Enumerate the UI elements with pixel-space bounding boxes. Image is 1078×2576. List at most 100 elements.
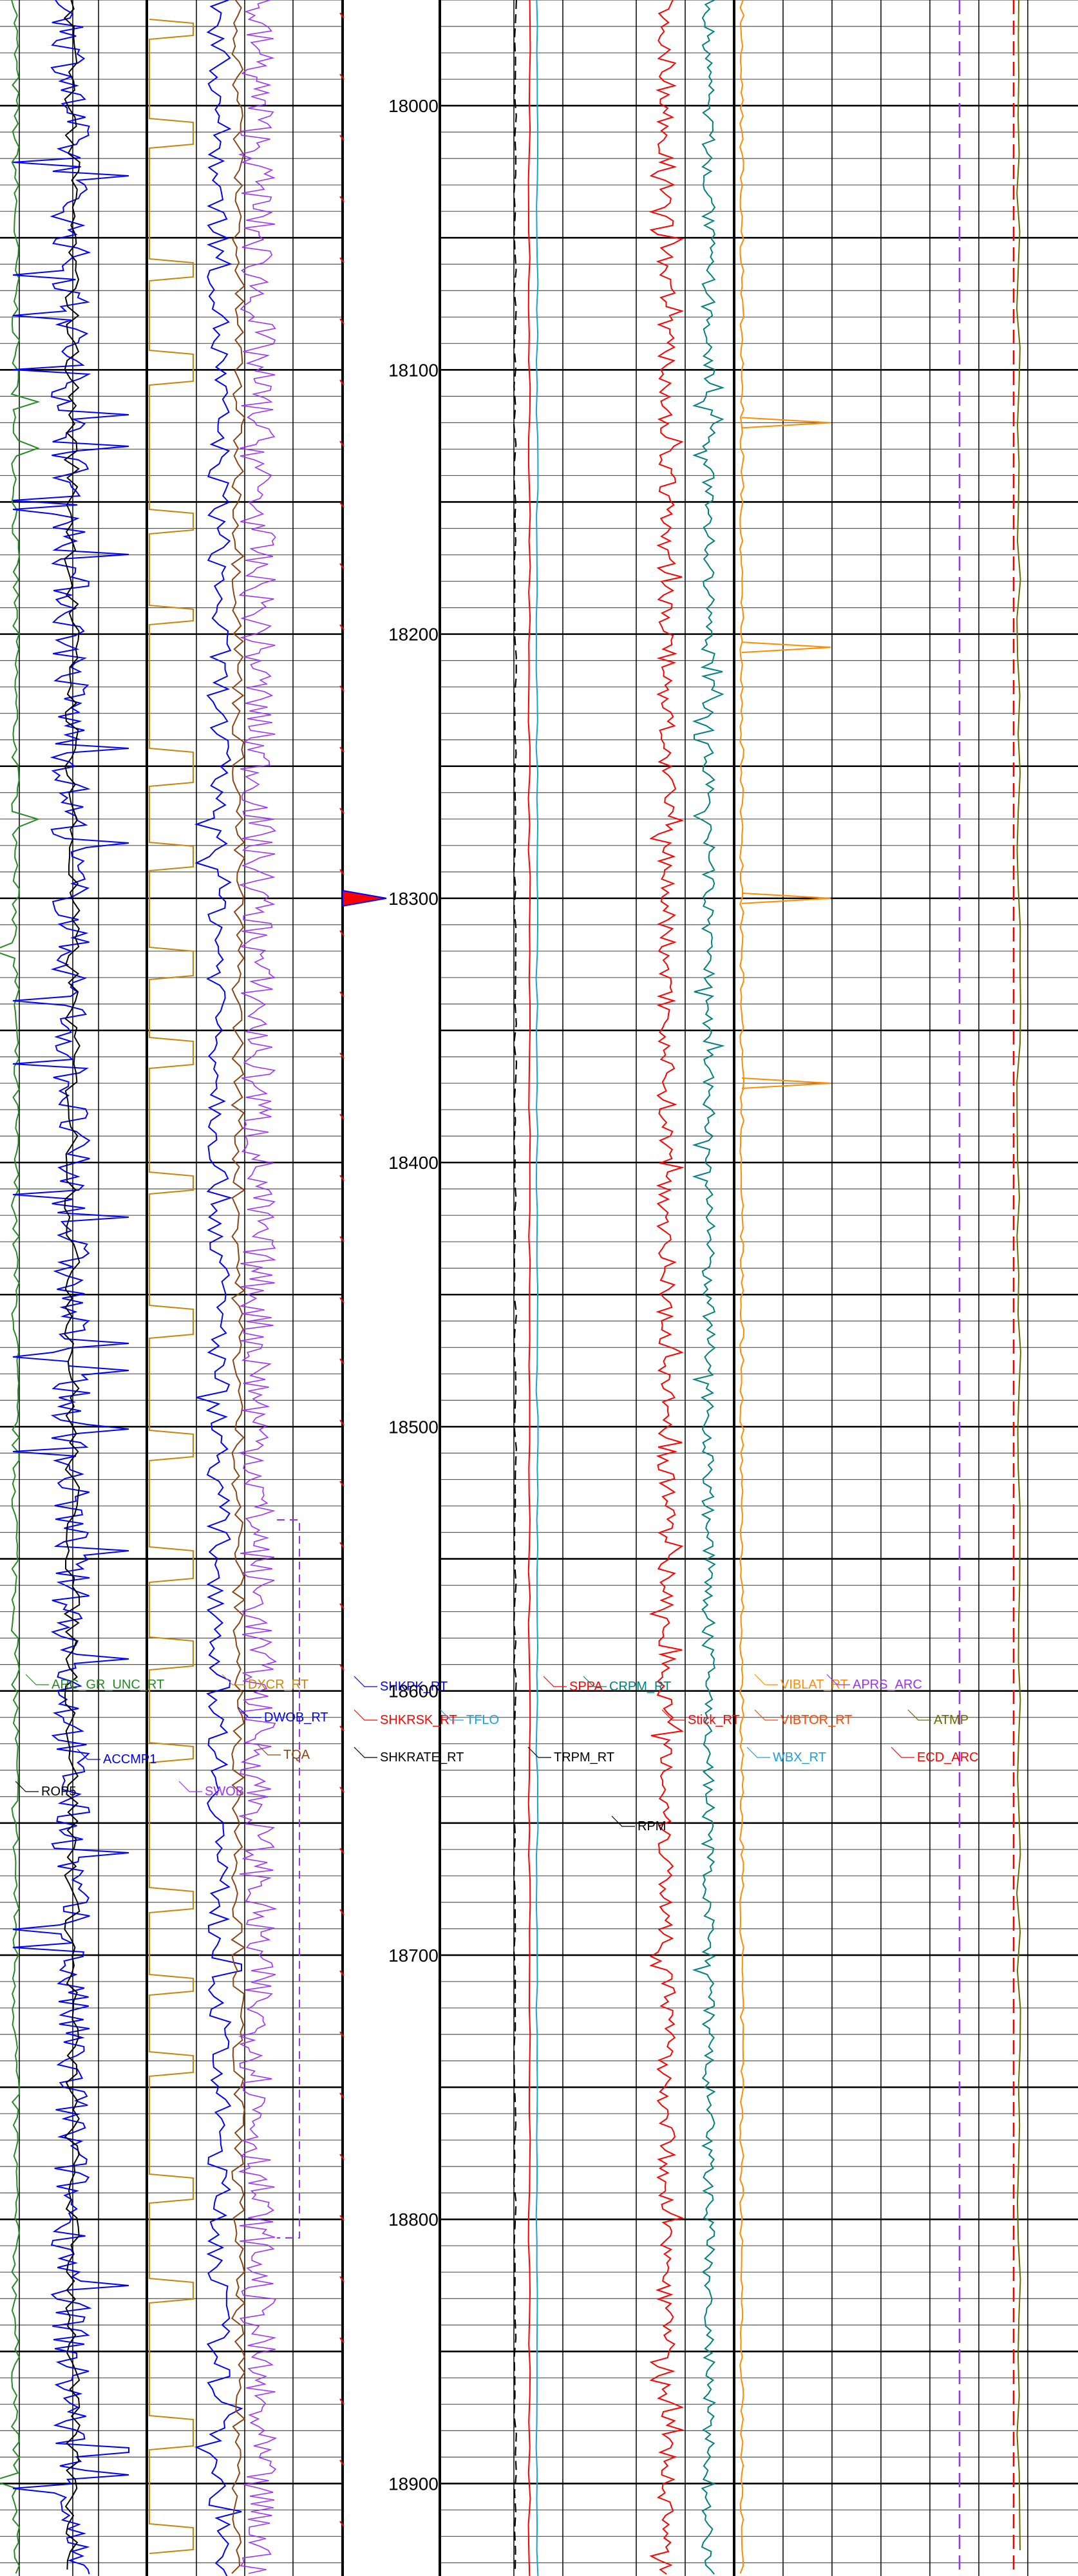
- depth-tick-label: 18100: [388, 360, 439, 380]
- curve-name-label: ACCMP1: [103, 1752, 156, 1766]
- depth-tick-mark: [339, 73, 345, 80]
- curves: [0, 0, 1021, 2576]
- vibration-spike: [741, 892, 831, 904]
- stick-curve: [648, 0, 685, 2575]
- label-pointer: [222, 1674, 245, 1685]
- label-pointer: [354, 1709, 377, 1721]
- depth-tick-label: 18000: [388, 96, 439, 116]
- depth-tick-mark: [339, 135, 345, 141]
- curve-name-label: WBX_RT: [773, 1750, 826, 1765]
- depth-tick-mark: [339, 1725, 345, 1732]
- depth-tick-mark: [339, 440, 345, 447]
- depth-tick-label: 18400: [388, 1153, 439, 1173]
- curve-name-label: TQA: [283, 1748, 310, 1762]
- depth-tick-mark: [339, 1664, 345, 1671]
- curve-name-label: ARC_GR_UNC_RT: [52, 1678, 164, 1692]
- depth-tick-label: 18600: [388, 1681, 439, 1701]
- depth-tick-mark: [339, 2398, 345, 2405]
- depth-tick-mark: [339, 1909, 345, 1915]
- label-pointer: [354, 1676, 377, 1687]
- depth-tick-mark: [339, 1297, 345, 1303]
- shock-spike: [342, 889, 387, 907]
- depth-tick-mark: [339, 991, 345, 998]
- gamma-ray-curve: [0, 0, 41, 2574]
- depth-tick-mark: [339, 1175, 345, 1181]
- vibration-spike: [741, 1077, 831, 1090]
- label-pointer: [354, 1747, 377, 1758]
- trpm-curve: [513, 0, 518, 2570]
- depth-tick-mark: [339, 808, 345, 814]
- curve-name-label: VIBLAT_RT: [780, 1678, 848, 1692]
- depth-axis: 18000 18100 18200 18300 18400 18500 18600 18700…: [388, 96, 439, 2494]
- depth-tick-mark: [339, 502, 345, 508]
- depth-tick-mark: [339, 2337, 345, 2344]
- depth-tick-mark: [339, 746, 345, 753]
- label-pointer: [583, 1676, 607, 1687]
- rop-avg-curve: [63, 0, 80, 2570]
- curve-name-label: TFLO: [466, 1713, 499, 1727]
- curve-name-label: SPPA: [569, 1680, 603, 1694]
- label-pointer: [891, 1747, 914, 1758]
- crpm-curve: [692, 0, 725, 2575]
- vibration-spike: [741, 417, 831, 429]
- depth-tick-label: 18700: [388, 1946, 439, 1965]
- label-pointer: [25, 1674, 49, 1685]
- label-pointer: [661, 1709, 685, 1721]
- depth-tick-mark: [339, 930, 345, 936]
- curve-name-label: SHKRSK_RT: [380, 1713, 457, 1727]
- depth-tick-mark: [339, 1848, 345, 1854]
- curve-name-label: ROP5: [41, 1785, 76, 1799]
- label-pointer: [527, 1747, 551, 1758]
- curve-labels: ARC_GR_UNC_RT ACCMP1 ROP5 DXCR_RT DWOB_RT TQA…: [15, 1674, 979, 1833]
- depth-tick-mark: [339, 1542, 345, 1548]
- depth-tick-mark: [339, 1786, 345, 1793]
- depth-tick-mark: [339, 563, 345, 569]
- depth-tick-mark: [339, 2459, 345, 2466]
- label-pointer: [907, 1709, 931, 1721]
- curve-name-label: SHKRATE_RT: [380, 1750, 464, 1765]
- depth-tick-mark: [339, 196, 345, 202]
- label-pointer: [440, 1709, 464, 1721]
- curve-name-label: SHKPK_RT: [380, 1680, 448, 1694]
- depth-tick-mark: [339, 1052, 345, 1059]
- dwob-curve: [194, 0, 243, 2576]
- depth-tick-mark: [339, 1603, 345, 1609]
- depth-tick-mark: [339, 685, 345, 692]
- swob-curve: [238, 0, 278, 2574]
- label-pointer: [611, 1815, 635, 1827]
- depth-tick-mark: [339, 1970, 345, 1976]
- curve-name-label: TRPM_RT: [554, 1750, 614, 1765]
- label-pointer: [754, 1674, 778, 1685]
- curve-name-label: ATMP: [934, 1713, 969, 1727]
- curve-name-label: APRS_ARC: [853, 1678, 922, 1692]
- label-pointer: [257, 1744, 281, 1756]
- curve-name-label: SWOB: [205, 1785, 244, 1799]
- depth-tick-mark: [339, 257, 345, 263]
- depth-tick-mark: [339, 1481, 345, 1487]
- atmp-curve: [1016, 0, 1021, 2551]
- label-pointer: [15, 1781, 39, 1792]
- depth-tick-mark: [339, 1236, 345, 1242]
- depth-tick-mark: [339, 869, 345, 875]
- depth-tick-mark: [339, 2154, 345, 2160]
- depth-tick-mark: [339, 379, 345, 386]
- depth-tick-label: 18500: [388, 1417, 439, 1437]
- depth-tick-mark: [339, 624, 345, 630]
- tflo-curve: [535, 0, 539, 2576]
- swob-dashed-envelope: [277, 1519, 300, 2239]
- viblat-curve: [739, 0, 745, 2574]
- depth-tick-mark: [339, 2215, 345, 2221]
- depth-tick-mark: [339, 12, 345, 19]
- depth-tick-mark: [339, 2031, 345, 2038]
- depth-tick-label: 18800: [388, 2210, 439, 2230]
- depth-tick-mark: [339, 318, 345, 325]
- depth-tick-mark: [339, 1113, 345, 1120]
- depth-tick-mark: [339, 2521, 345, 2527]
- dxc-curve: [149, 19, 194, 2554]
- curve-name-label: ECD_ARC: [917, 1750, 979, 1765]
- depth-tick-mark: [339, 1419, 345, 1426]
- curve-name-label: Stick_RT: [688, 1713, 740, 1727]
